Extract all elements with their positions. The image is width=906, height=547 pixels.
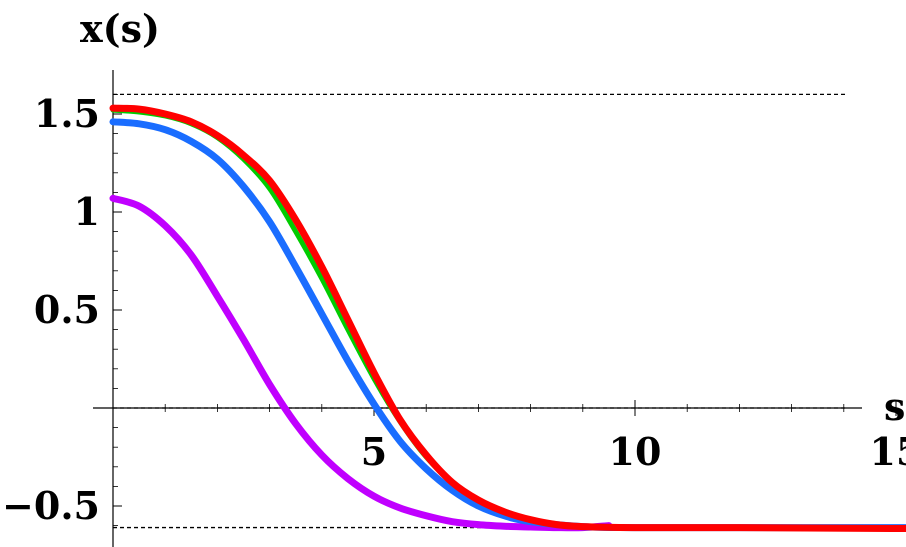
y-axis-label: x(s) <box>80 6 160 51</box>
y-tick-label: 1 <box>74 189 100 234</box>
y-tick-label: 0.5 <box>34 287 100 332</box>
y-tick-label: −0.5 <box>2 483 100 528</box>
x-axis-label: s <box>884 384 905 429</box>
x-tick-label: 10 <box>609 429 662 474</box>
series-line-0 <box>113 198 609 527</box>
ticks: 510152025−0.50.511.5 <box>2 91 906 528</box>
x-tick-label: 15 <box>870 429 906 474</box>
y-tick-label: 1.5 <box>34 91 100 136</box>
x-tick-label: 5 <box>361 429 387 474</box>
series-lines <box>113 108 906 528</box>
axes <box>93 70 862 547</box>
